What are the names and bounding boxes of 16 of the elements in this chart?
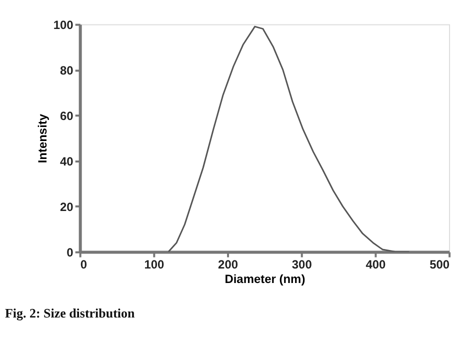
y-tick-label: 20 — [60, 200, 74, 214]
line-series — [168, 26, 410, 252]
y-tick-label: 80 — [60, 63, 74, 78]
x-tick-label: 100 — [144, 257, 164, 272]
x-tick-label: 0 — [80, 257, 88, 272]
x-tick-label: 500 — [430, 257, 450, 272]
y-tick-label: 40 — [60, 154, 74, 168]
x-tick-label: 200 — [218, 257, 238, 272]
x-axis-title: Diameter (nm) — [224, 272, 306, 286]
x-tick-label: 300 — [292, 257, 312, 272]
y-tick-label: 100 — [53, 18, 74, 32]
y-tick-label: 60 — [60, 108, 74, 123]
caption: Fig. 2: Size distribution — [4, 306, 136, 321]
y-tick-label: 0 — [66, 245, 74, 260]
y-axis-title: Intensity — [35, 114, 50, 164]
x-tick-label: 400 — [366, 257, 386, 272]
